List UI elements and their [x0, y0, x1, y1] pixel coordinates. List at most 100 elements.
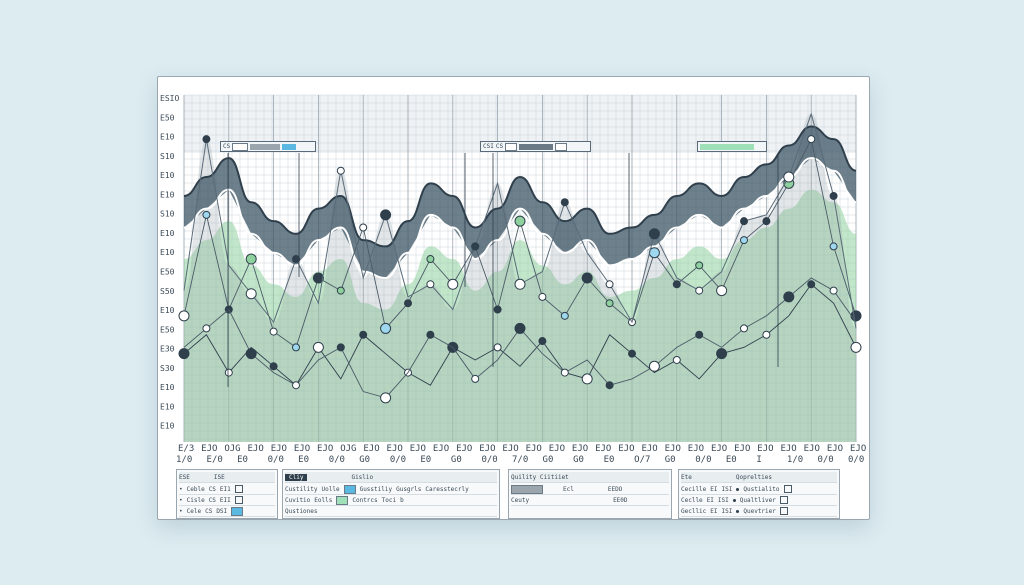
cell: Cele [186, 507, 202, 515]
x-tick-label-top: EJO [827, 444, 843, 454]
panel-3-head-a: Quility Ciitiiet [511, 473, 569, 481]
data-point [762, 217, 771, 226]
data-point [740, 324, 748, 333]
x-tick-label-bottom: G0 [359, 455, 370, 465]
panel-4-row[interactable]: Cecille EI ISI Qustialito [681, 484, 837, 495]
row-checkbox[interactable] [779, 496, 788, 504]
data-point [202, 324, 211, 333]
panel-1-head-a: ESE [179, 473, 190, 481]
data-point [178, 348, 190, 360]
panel-1-row[interactable]: • Ceble CS EI1 [179, 484, 275, 495]
cell: Uolle [321, 485, 340, 493]
x-tick-label-top: E/3 [178, 444, 194, 454]
cell: Cisle [186, 496, 205, 504]
cell: Gusgrls [396, 485, 422, 493]
data-point [672, 280, 681, 289]
row-swatch [343, 484, 356, 494]
x-tick-label-bottom: 0/0 [481, 455, 497, 465]
data-point [426, 255, 435, 264]
x-tick-label-top: EJO [433, 444, 449, 454]
y-tick-label: E10 [160, 229, 175, 238]
data-point [762, 330, 771, 339]
data-point [426, 330, 435, 339]
data-point [538, 337, 547, 346]
row-swatch [336, 495, 349, 505]
x-tick-label-bottom: 0/0 [268, 455, 284, 465]
x-tick-label-top: EJO [665, 444, 681, 454]
data-point [245, 348, 257, 360]
row-marker: • [179, 507, 183, 515]
data-point [740, 217, 748, 226]
row-marker: • [179, 485, 183, 493]
range-selector-center[interactable]: CSI CS [480, 141, 591, 152]
row-dot [732, 498, 736, 502]
panel-3-row[interactable]: Ceuty EE0D [511, 495, 669, 506]
row-checkbox[interactable] [783, 485, 792, 493]
panel-3-row[interactable]: Ecl EEDO [511, 484, 669, 495]
data-point [380, 392, 392, 404]
panel-2-row[interactable]: Custility Uolle Gusstiliy Gusgrls Caress… [285, 484, 497, 495]
x-tick-label-bottom: 0/0 [817, 455, 833, 465]
panel-4-head-b: Qoprelties [735, 473, 772, 481]
data-point [560, 311, 569, 320]
x-tick-label-bottom: G0 [573, 455, 584, 465]
range-selector-center-label2: CS [495, 143, 504, 150]
y-tick-label: E10 [160, 248, 175, 257]
x-tick-label-bottom: E0 [420, 455, 431, 465]
data-panel-2: Cliy Gislio Custility Uolle Gusstiliy Gu… [282, 469, 500, 519]
cell: EEDO [607, 485, 623, 493]
cell: ISI [721, 485, 733, 493]
cell: CS [208, 485, 216, 493]
chart-svg: ESIO E50 E10 S10 E10 E10 S10 E10 E10 E50 S50 E10 E50… [158, 94, 869, 465]
cell: Caresstecrly [425, 485, 469, 493]
row-swatch [231, 506, 244, 516]
chart-area: ESIO E50 E10 S10 E10 E10 S10 E10 E10 E50 S50 E10 E50… [158, 77, 869, 465]
data-point [380, 322, 392, 334]
x-tick-label-bottom: G0 [543, 455, 554, 465]
row-checkbox[interactable] [234, 496, 243, 504]
row-swatch [511, 484, 543, 494]
y-tick-label: S10 [160, 152, 175, 161]
data-point [359, 330, 368, 339]
panel-4-row[interactable]: Ceclle EI ISI Qualtliver [681, 495, 837, 506]
x-tick-label-top: EJO [271, 444, 287, 454]
cell: ISI [717, 496, 729, 504]
panel-1-header: ESE ISE [179, 472, 275, 483]
y-tick-label: E10 [160, 306, 175, 315]
panel-4-row[interactable]: Gecllic EI ISI Quevtrier [681, 506, 837, 517]
data-point [202, 135, 211, 144]
x-tick-label-top: EJO [479, 444, 495, 454]
y-tick-label: S10 [160, 210, 175, 219]
panel-2-head-a: Cliy [285, 473, 308, 481]
x-tick-label-bottom: E0 [604, 455, 615, 465]
data-point [560, 368, 569, 377]
cell: Ceble [186, 485, 205, 493]
data-point [312, 341, 324, 353]
cell: CS [205, 507, 213, 515]
y-tick-label: E10 [160, 383, 175, 392]
band-bottom-line [183, 157, 857, 279]
range-selector-left[interactable]: CS [220, 141, 316, 152]
y-tick-label: ESIO [160, 94, 179, 103]
data-point [538, 292, 547, 301]
panel-1-row[interactable]: • Cele CS DSI [179, 506, 275, 517]
y-tick-label: E10 [160, 402, 175, 411]
data-panel-4: Ete Qoprelties Cecille EI ISI Qustialito… [678, 469, 840, 519]
data-point [581, 373, 593, 385]
panel-2-row[interactable]: Qustiones [285, 506, 497, 517]
x-tick-label-bottom: 0/0 [329, 455, 345, 465]
panel-2-row[interactable]: Cuvitio Eolls Contrcs Toci b [285, 495, 497, 506]
data-point [605, 381, 614, 390]
data-point [605, 280, 614, 289]
x-tick-label-top: EJO [595, 444, 611, 454]
chart-window: ESIO E50 E10 S10 E10 E10 S10 E10 E10 E50 S50 E10 E50… [157, 76, 870, 520]
data-point [695, 286, 704, 295]
cell: CS [208, 496, 216, 504]
y-tick-label: E10 [160, 190, 175, 199]
row-checkbox[interactable] [779, 507, 788, 515]
row-checkbox[interactable] [234, 485, 243, 493]
range-selector-right[interactable] [697, 141, 767, 152]
cell: EE0D [613, 496, 628, 504]
panel-1-row[interactable]: • Cisle CS EII [179, 495, 275, 506]
data-point [581, 272, 593, 284]
